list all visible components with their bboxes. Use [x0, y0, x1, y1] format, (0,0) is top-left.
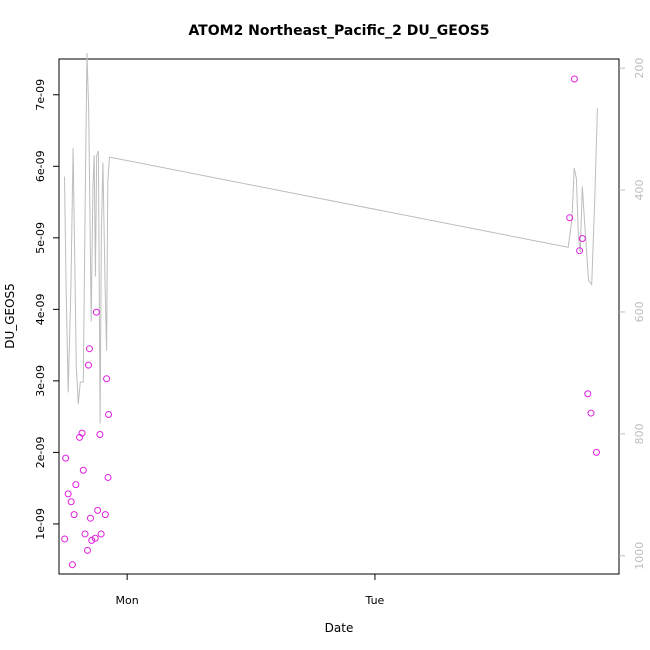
x-axis: Mon Tue [116, 574, 385, 607]
data-point [81, 530, 89, 538]
data-point [61, 535, 69, 543]
data-point [84, 361, 92, 369]
data-point [94, 506, 102, 514]
data-point [96, 431, 104, 439]
data-point [67, 498, 75, 506]
plot-frame [58, 58, 620, 575]
data-point [103, 375, 111, 383]
x-tick-label: Mon [116, 594, 139, 607]
y-tick-label: 3e-09 [34, 365, 47, 397]
data-point [83, 546, 91, 554]
data-point [72, 481, 80, 489]
y2-tick-label: 200 [633, 58, 646, 79]
y2-axis: 200 400 600 800 1000 [619, 58, 646, 570]
data-point [92, 308, 100, 316]
y2-tick-label: 600 [633, 301, 646, 322]
data-point [592, 448, 600, 456]
data-point [68, 561, 76, 569]
data-point [101, 511, 109, 519]
y-tick-label: 7e-09 [34, 79, 47, 111]
point-series [61, 75, 600, 569]
data-point [566, 214, 574, 222]
data-point [85, 345, 93, 353]
y-tick-label: 4e-09 [34, 293, 47, 325]
y2-tick-label: 800 [633, 423, 646, 444]
data-point [88, 536, 96, 544]
y-tick-label: 2e-09 [34, 437, 47, 469]
data-point [86, 514, 94, 522]
x-tick-label: Tue [365, 594, 385, 607]
y2-tick-label: 1000 [633, 542, 646, 570]
data-point [104, 473, 112, 481]
line-series [64, 52, 598, 424]
data-point [105, 410, 113, 418]
data-point [62, 454, 70, 462]
data-point [576, 247, 584, 255]
y-tick-label: 1e-09 [34, 508, 47, 540]
data-point [97, 530, 105, 538]
data-point [578, 235, 586, 243]
y-axis: 1e-09 2e-09 3e-09 4e-09 5e-09 6e-09 7e-09 [34, 79, 59, 540]
data-point [570, 75, 578, 83]
data-point [91, 534, 99, 542]
y-tick-label: 5e-09 [34, 222, 47, 254]
data-point [79, 466, 87, 474]
data-point [587, 409, 595, 417]
data-point [584, 390, 592, 398]
data-point [70, 511, 78, 519]
y-tick-label: 6e-09 [34, 150, 47, 182]
line-series-path [64, 52, 598, 424]
x-axis-label: Date [325, 621, 354, 635]
data-point [64, 490, 72, 498]
y-axis-label: DU_GEOS5 [3, 283, 17, 349]
y2-tick-label: 400 [633, 180, 646, 201]
data-point [78, 429, 86, 437]
chart-title: ATOM2 Northeast_Pacific_2 DU_GEOS5 [188, 23, 489, 39]
